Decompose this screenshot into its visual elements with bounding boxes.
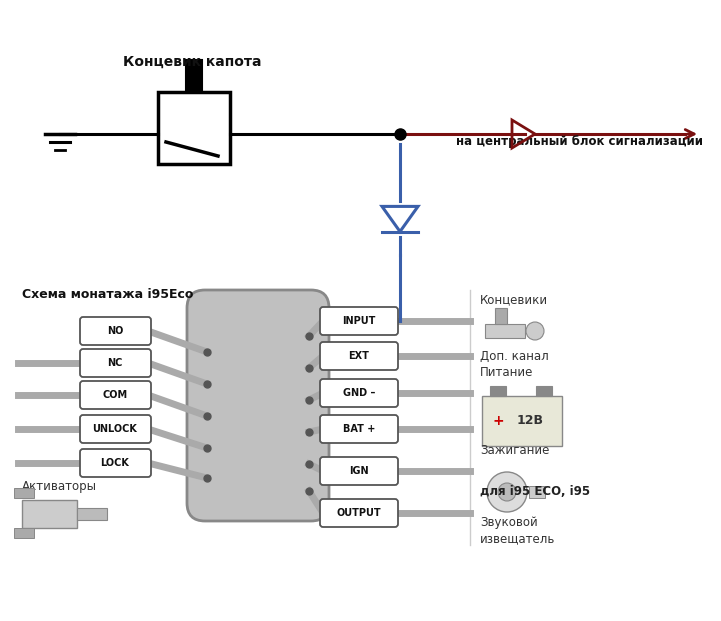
Text: UNLOCK: UNLOCK: [92, 424, 138, 434]
Bar: [495, 308, 507, 324]
Text: извещатель: извещатель: [480, 532, 555, 545]
Bar: [77, 508, 107, 520]
Text: Доп. канал: Доп. канал: [480, 350, 549, 363]
Circle shape: [526, 322, 544, 340]
Text: GND –: GND –: [342, 388, 375, 398]
Circle shape: [498, 483, 516, 501]
Text: Звуковой: Звуковой: [480, 516, 538, 529]
FancyBboxPatch shape: [320, 342, 398, 370]
FancyBboxPatch shape: [187, 290, 329, 521]
Text: COM: COM: [102, 390, 128, 400]
Text: +: +: [492, 414, 504, 428]
Bar: [529, 486, 545, 498]
Bar: [482, 396, 562, 446]
Circle shape: [487, 472, 527, 512]
Text: INPUT: INPUT: [342, 316, 376, 326]
Text: NC: NC: [107, 358, 123, 368]
FancyBboxPatch shape: [80, 415, 151, 443]
Text: на центральный блок сигнализации: на центральный блок сигнализации: [456, 135, 704, 148]
FancyBboxPatch shape: [320, 379, 398, 407]
Text: для i95 ECO, i95: для i95 ECO, i95: [480, 485, 590, 498]
Bar: [485, 324, 525, 338]
FancyBboxPatch shape: [80, 349, 151, 377]
Bar: [536, 386, 552, 396]
Text: OUTPUT: OUTPUT: [337, 508, 381, 518]
Text: IGN: IGN: [349, 466, 369, 476]
Text: Зажигание: Зажигание: [480, 444, 549, 457]
Text: LOCK: LOCK: [100, 458, 130, 468]
Text: NO: NO: [107, 326, 123, 336]
Text: BAT +: BAT +: [342, 424, 375, 434]
Bar: [158, 92, 230, 164]
FancyBboxPatch shape: [320, 415, 398, 443]
Text: Питание: Питание: [480, 366, 534, 379]
Bar: [14, 488, 34, 498]
Bar: [490, 386, 506, 396]
Bar: [14, 528, 34, 538]
Text: Концевики: Концевики: [480, 293, 548, 306]
Text: Активаторы: Активаторы: [22, 480, 97, 493]
Text: EXT: EXT: [348, 351, 369, 361]
FancyBboxPatch shape: [320, 457, 398, 485]
FancyBboxPatch shape: [80, 449, 151, 477]
Bar: [22, 500, 77, 528]
Text: 12В: 12В: [516, 414, 544, 427]
FancyBboxPatch shape: [80, 317, 151, 345]
FancyBboxPatch shape: [320, 499, 398, 527]
Bar: [186, 60, 202, 92]
FancyBboxPatch shape: [80, 381, 151, 409]
Text: Схема монатажа i95Eco: Схема монатажа i95Eco: [22, 289, 193, 302]
FancyBboxPatch shape: [320, 307, 398, 335]
Text: Концевик капота: Концевик капота: [123, 55, 261, 69]
